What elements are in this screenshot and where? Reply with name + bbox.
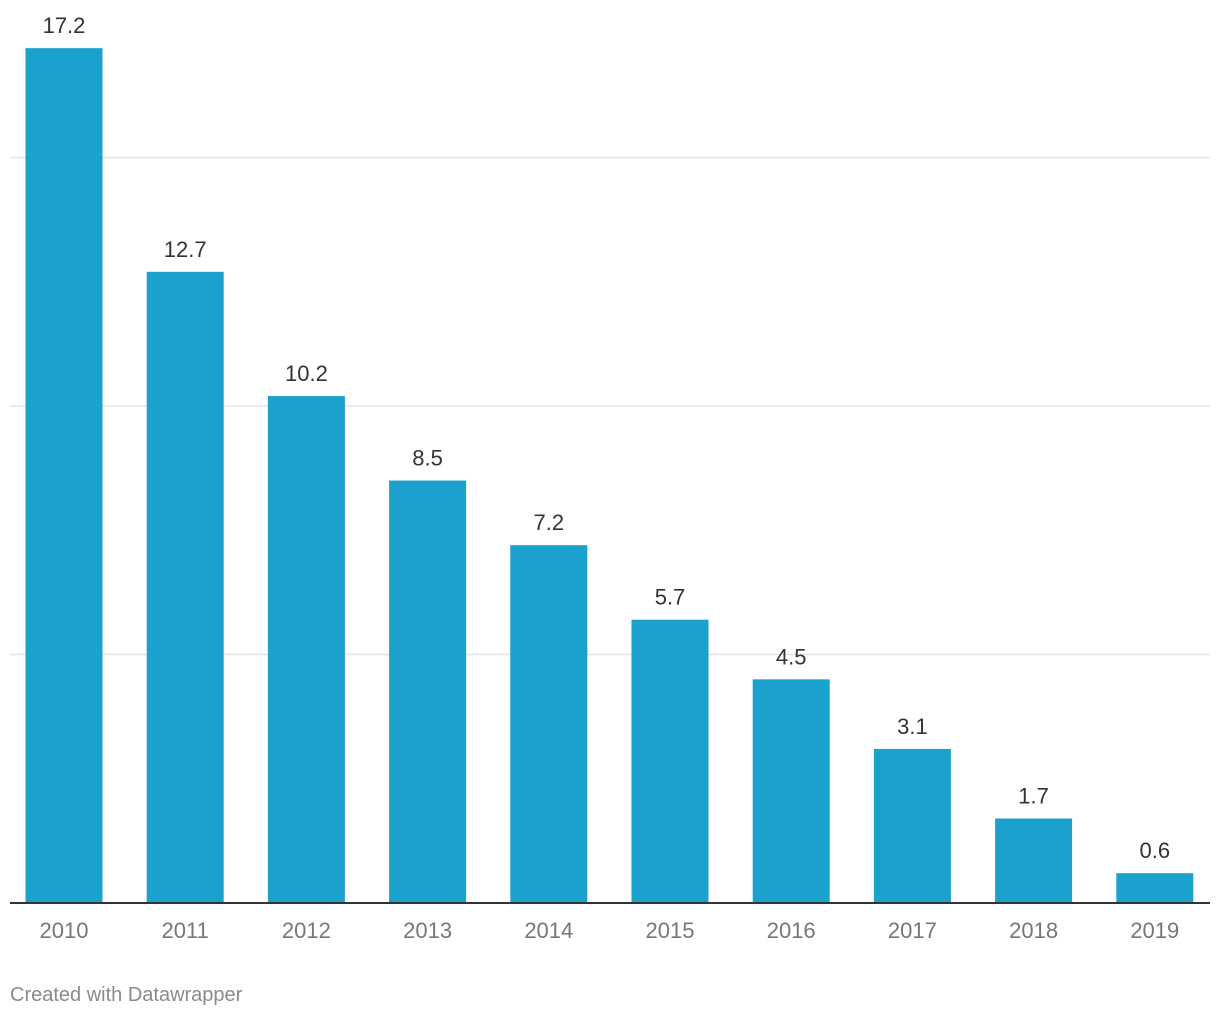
x-tick-2018: 2018 bbox=[1009, 918, 1058, 943]
x-tick-2015: 2015 bbox=[646, 918, 695, 943]
bar-2011 bbox=[146, 271, 224, 903]
bar-2019 bbox=[1116, 873, 1194, 903]
x-tick-2013: 2013 bbox=[403, 918, 452, 943]
bar-2014 bbox=[510, 545, 588, 903]
bar-2010 bbox=[25, 48, 103, 904]
value-label-2018: 1.7 bbox=[1018, 784, 1049, 809]
value-label-2015: 5.7 bbox=[655, 585, 686, 610]
value-label-2016: 4.5 bbox=[776, 644, 807, 669]
bars bbox=[25, 48, 1194, 904]
bar-chart: 17.212.710.28.57.25.74.53.11.70.6 2010 20… bbox=[10, 13, 1210, 943]
bar-2012 bbox=[267, 396, 345, 903]
value-label-2013: 8.5 bbox=[412, 446, 443, 471]
value-label-2011: 12.7 bbox=[164, 237, 207, 262]
bar-2018 bbox=[995, 818, 1073, 903]
x-tick-2019: 2019 bbox=[1130, 918, 1179, 943]
x-tick-2014: 2014 bbox=[524, 918, 573, 943]
value-label-2012: 10.2 bbox=[285, 361, 328, 386]
bar-2016 bbox=[752, 679, 830, 903]
value-labels: 17.2 12.7 10.2 8.5 7.2 5.7 4.5 3.1 1.7 0.6 bbox=[43, 13, 1171, 863]
x-tick-2010: 2010 bbox=[40, 918, 89, 943]
x-tick-2012: 2012 bbox=[282, 918, 331, 943]
chart-container: 17.2 12.7 10.2 8.5 7.2 5.7 4.5 3.1 1.7 0.6 2010 20… bbox=[10, 13, 1210, 943]
value-label-2014: 7.2 bbox=[534, 510, 565, 535]
credit-footer: Created with Datawrapper bbox=[10, 984, 243, 1006]
value-label-2010: 17.2 bbox=[43, 13, 86, 38]
x-tick-2017: 2017 bbox=[888, 918, 937, 943]
x-tick-2011: 2011 bbox=[162, 918, 209, 943]
bar-2015 bbox=[631, 619, 709, 903]
bar-2017 bbox=[873, 748, 951, 903]
value-label-2019: 0.6 bbox=[1140, 838, 1171, 863]
bar-2013 bbox=[389, 480, 467, 903]
value-label-2017: 3.1 bbox=[897, 714, 928, 739]
x-tick-2016: 2016 bbox=[767, 918, 816, 943]
x-tick-labels: 2010 2011 2012 2013 2014 2015 2016 2017 2018 2019 bbox=[40, 918, 1180, 943]
